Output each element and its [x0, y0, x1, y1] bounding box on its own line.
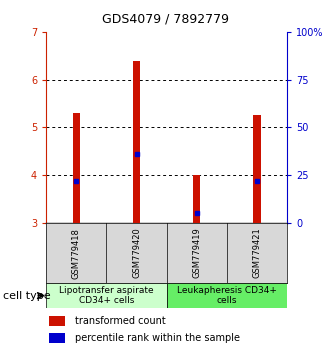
Bar [49, 333, 65, 343]
Bar [46, 283, 167, 308]
Text: Leukapheresis CD34+
cells: Leukapheresis CD34+ cells [177, 286, 277, 305]
Text: GSM779421: GSM779421 [252, 228, 261, 279]
Bar [73, 113, 80, 223]
Bar [49, 316, 65, 326]
Text: cell type: cell type [3, 291, 51, 301]
Text: transformed count: transformed count [75, 316, 166, 326]
Bar [253, 115, 261, 223]
Text: GSM779418: GSM779418 [72, 228, 81, 279]
Bar [167, 283, 287, 308]
Text: GDS4079 / 7892779: GDS4079 / 7892779 [102, 12, 228, 25]
Text: GSM779419: GSM779419 [192, 228, 201, 279]
Text: percentile rank within the sample: percentile rank within the sample [75, 333, 240, 343]
Bar [193, 175, 200, 223]
Text: Lipotransfer aspirate
CD34+ cells: Lipotransfer aspirate CD34+ cells [59, 286, 154, 305]
Text: GSM779420: GSM779420 [132, 228, 141, 279]
Bar [133, 61, 140, 223]
